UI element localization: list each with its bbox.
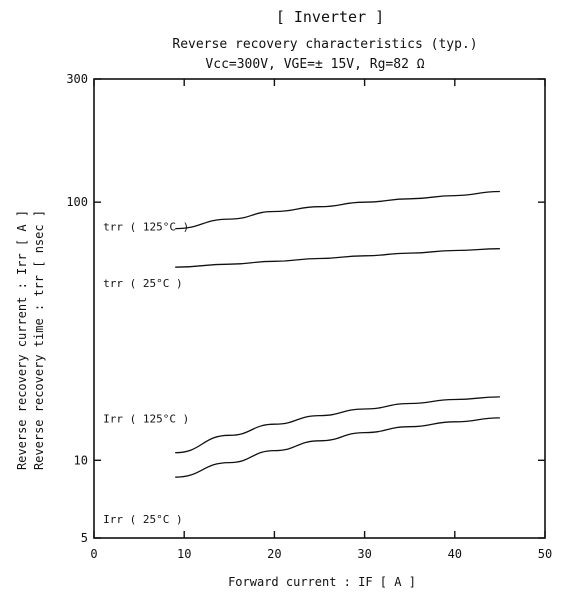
x-tick-label: 0 [90, 547, 97, 561]
x-axis-label: Forward current : IF [ A ] [228, 575, 416, 589]
x-tick-label: 50 [538, 547, 552, 561]
plot-frame [93, 78, 546, 539]
y-axis-label-time: Reverse recovery time : trr [ nsec ] [32, 210, 46, 470]
chart-subtitle: Reverse recovery characteristics (typ.) [172, 37, 477, 52]
y-tick-label: 5 [81, 531, 88, 545]
x-axis: 0 10 20 30 40 50 [90, 79, 552, 561]
series-label: trr ( 125°C ) [103, 221, 189, 234]
x-tick-label: 20 [267, 547, 281, 561]
y-axis-label-current: Reverse recovery current : Irr [ A ] [15, 210, 29, 470]
series-label: trr ( 25°C ) [103, 277, 182, 290]
x-tick-label: 30 [357, 547, 371, 561]
chart-title: [ Inverter ] [276, 8, 384, 26]
series-line [175, 396, 500, 454]
y-axis: 5 10 100 300 [66, 72, 545, 545]
series-lines [175, 190, 500, 478]
x-tick-label: 10 [177, 547, 191, 561]
series-label: Irr ( 25°C ) [103, 513, 182, 526]
series-line [175, 248, 500, 268]
series-line [175, 190, 500, 230]
y-tick-label: 10 [74, 453, 88, 467]
x-tick-label: 40 [448, 547, 462, 561]
series-labels: trr ( 125°C ) trr ( 25°C ) Irr ( 125°C ) Ir… [103, 221, 189, 527]
series-label: Irr ( 125°C ) [103, 413, 189, 426]
y-tick-label: 300 [66, 72, 88, 86]
chart-conditions: Vcc=300V, VGE=± 15V, Rg=82 Ω [205, 57, 424, 72]
y-tick-label: 100 [66, 195, 88, 209]
series-line [175, 417, 500, 478]
